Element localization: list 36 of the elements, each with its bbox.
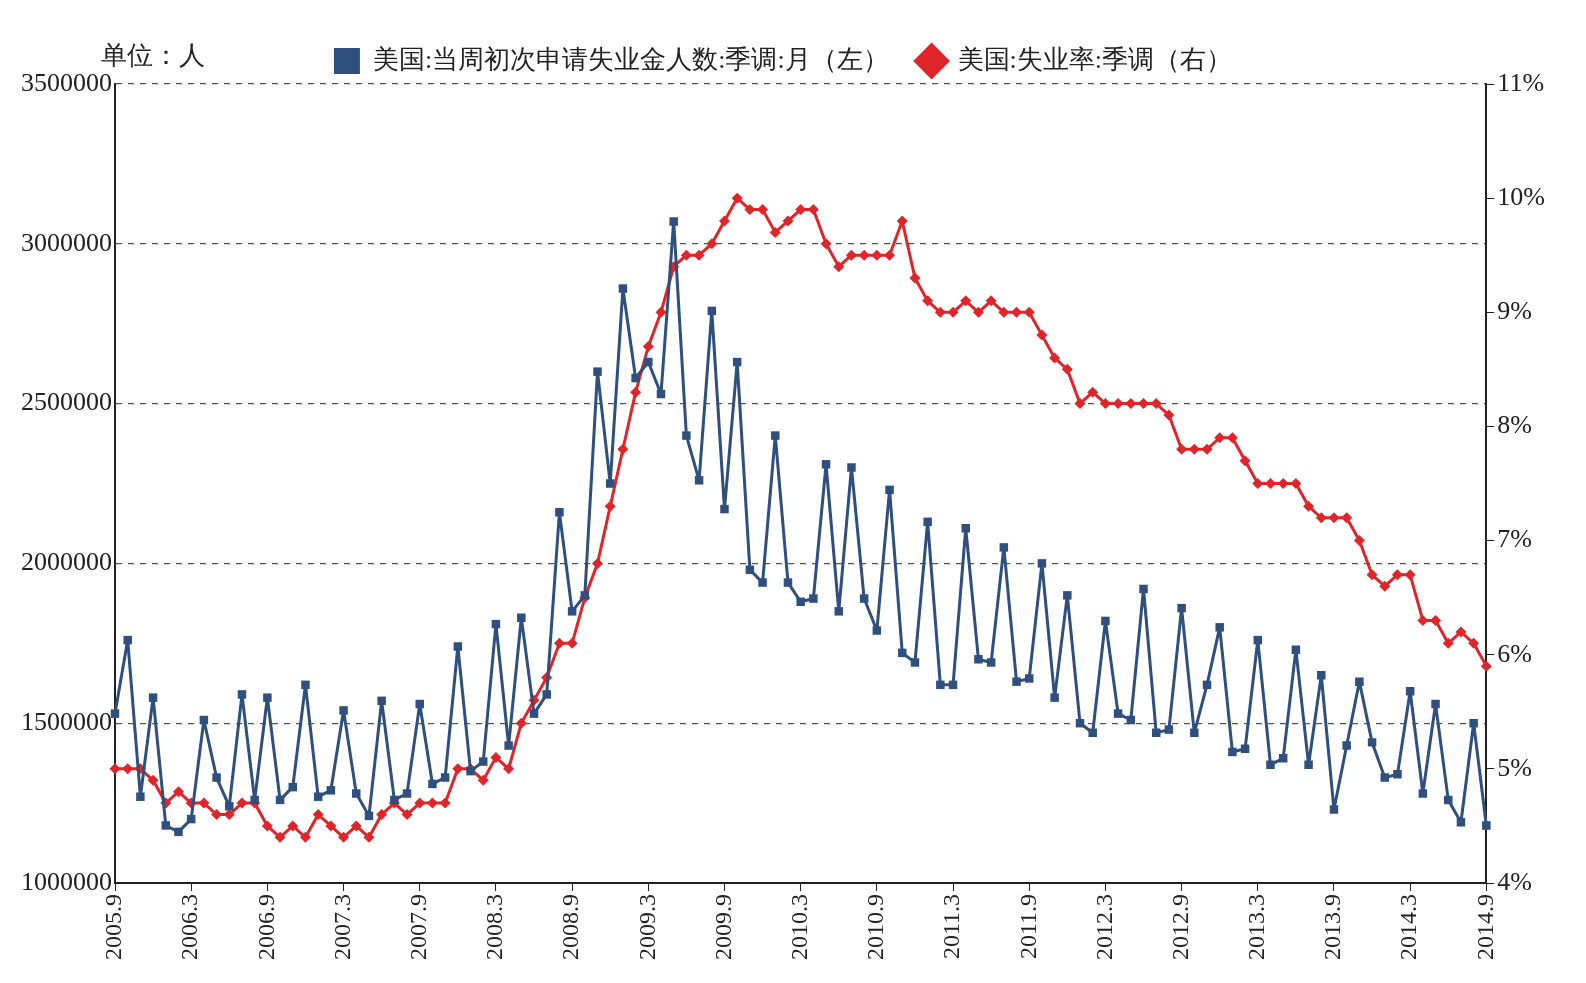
x-tick-label: 2006.9	[252, 894, 279, 960]
x-tick-label: 2008.3	[481, 894, 508, 960]
y2-tick-label: 7%	[1497, 524, 1533, 554]
y2-tick-label: 4%	[1497, 866, 1533, 896]
x-tick-label: 2014.9	[1471, 894, 1498, 960]
y-tick-label: 2500000	[21, 387, 112, 417]
x-tick-label: 2011.3	[938, 894, 965, 960]
x-tick-label: 2011.9	[1014, 894, 1041, 960]
y2-tick-label: 8%	[1497, 410, 1533, 440]
x-tick-label: 2012.3	[1090, 894, 1117, 960]
y2-tick-label: 11%	[1497, 67, 1545, 97]
y2-tick-label: 6%	[1497, 638, 1533, 668]
legend-label: 美国:失业率:季调（右）	[957, 44, 1233, 74]
x-tick-label: 2008.9	[557, 894, 584, 960]
x-tick-label: 2005.9	[100, 894, 127, 960]
y-axis-title: 单位：人	[101, 40, 205, 70]
x-tick-label: 2007.3	[328, 894, 355, 960]
y-tick-label: 1000000	[21, 866, 112, 896]
y-tick-label: 3500000	[21, 67, 112, 97]
x-tick-label: 2010.9	[862, 894, 889, 960]
y2-tick-label: 5%	[1497, 752, 1533, 782]
x-tick-label: 2009.9	[709, 894, 736, 960]
x-tick-label: 2006.3	[176, 894, 203, 960]
x-tick-label: 2013.9	[1319, 894, 1346, 960]
y2-tick-label: 9%	[1497, 296, 1533, 326]
y-tick-label: 3000000	[21, 227, 112, 257]
x-tick-label: 2007.9	[405, 894, 432, 960]
y-tick-label: 2000000	[21, 547, 112, 577]
x-tick-label: 2009.3	[633, 894, 660, 960]
x-tick-label: 2010.3	[785, 894, 812, 960]
x-tick-label: 2013.3	[1243, 894, 1270, 960]
x-tick-label: 2012.9	[1166, 894, 1193, 960]
x-tick-label: 2014.3	[1395, 894, 1422, 960]
y2-tick-label: 10%	[1497, 181, 1546, 211]
legend-label: 美国:当周初次申请失业金人数:季调:月（左）	[372, 44, 889, 74]
y-tick-label: 1500000	[21, 707, 112, 737]
